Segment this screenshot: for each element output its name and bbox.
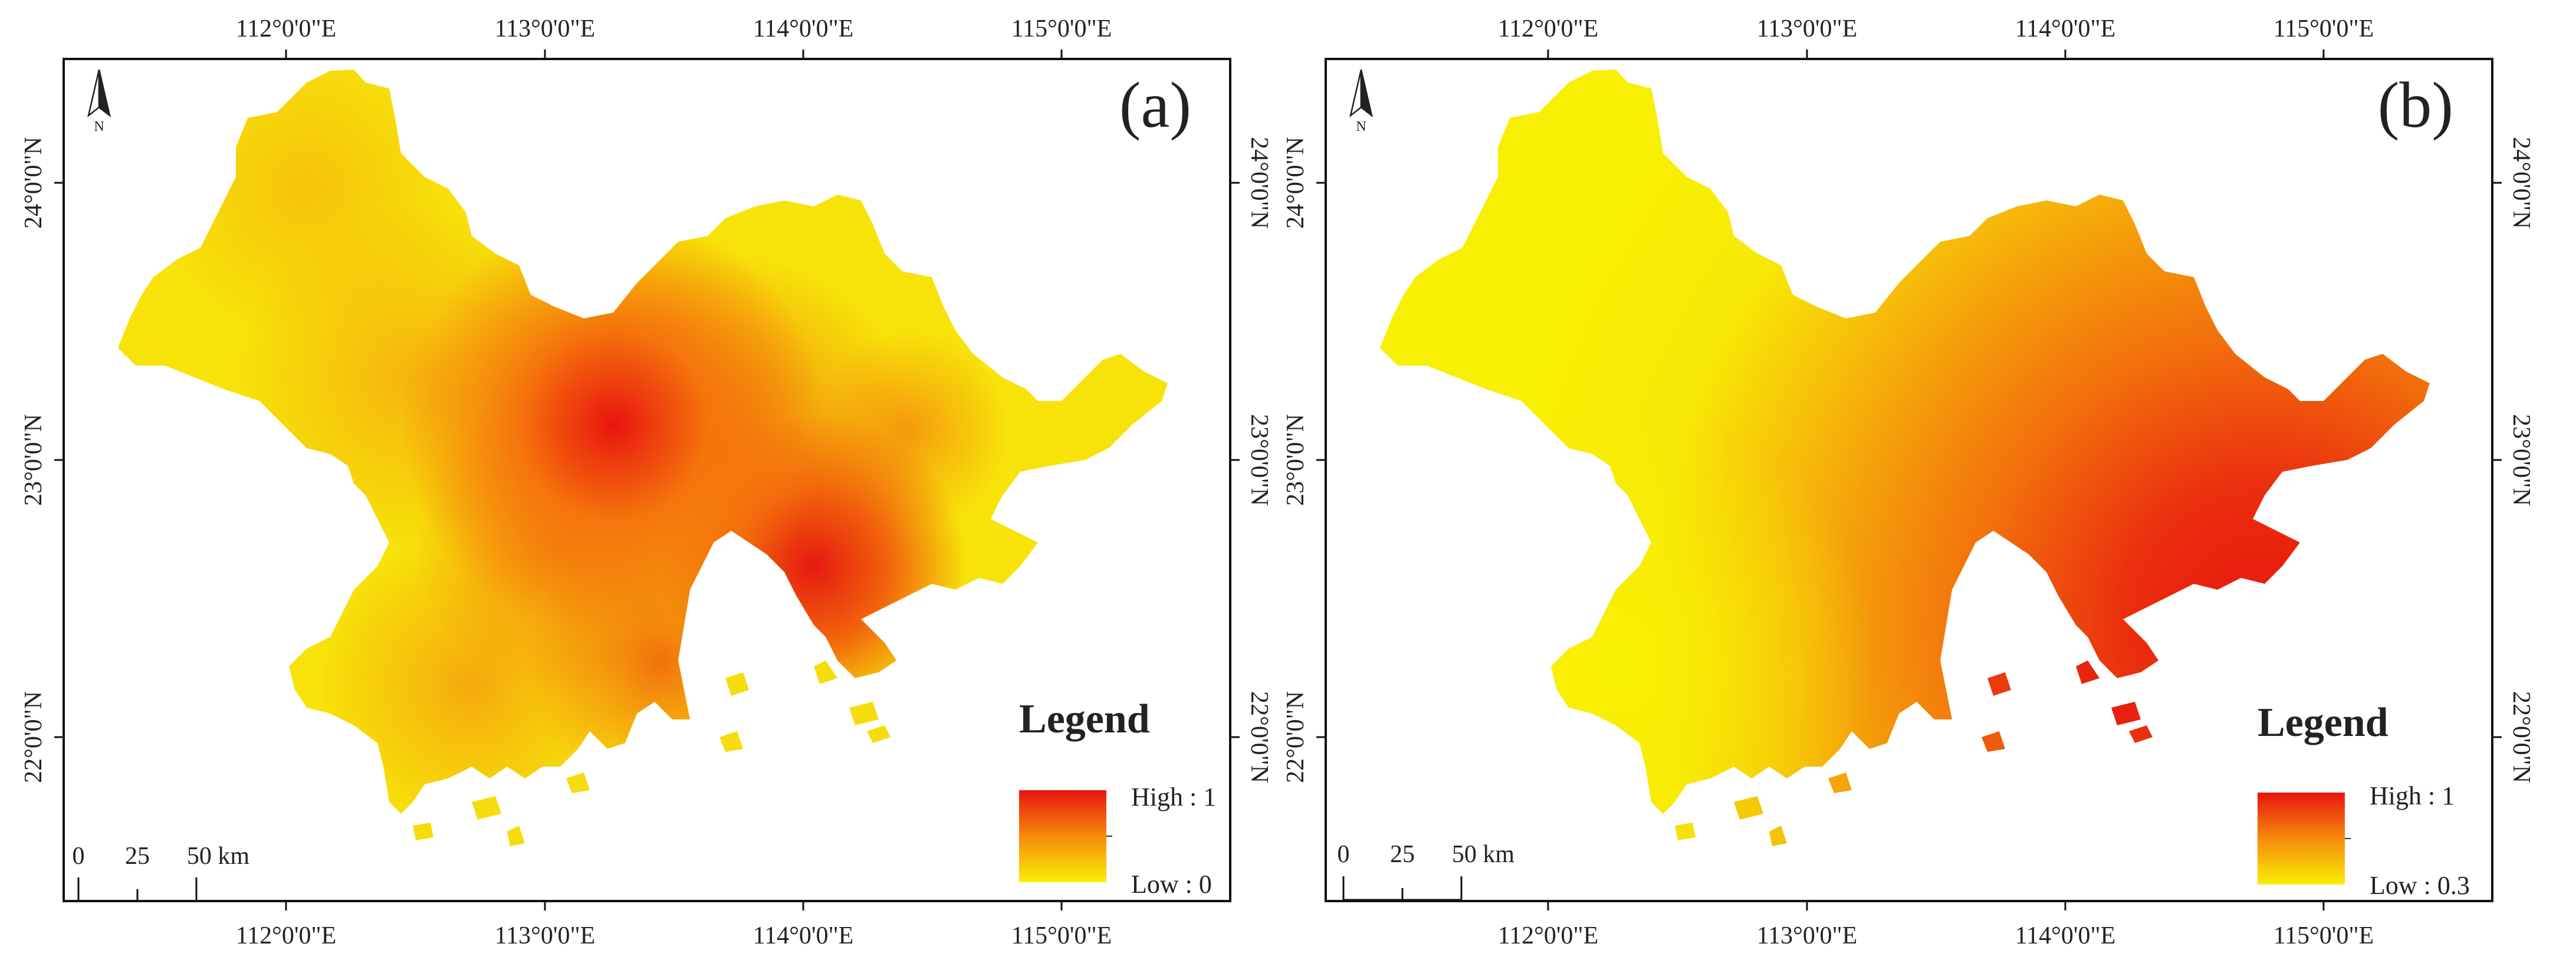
top-tick-label: 114°0'0"E: [753, 15, 854, 42]
coastal-islands: [413, 660, 891, 846]
legend-title: Legend: [2258, 700, 2388, 745]
scale-label: 50 km: [1452, 841, 1515, 868]
legend-title: Legend: [1019, 696, 1150, 742]
left-tick-label: 24°0'0"N: [20, 137, 47, 229]
panel-label: (a): [1119, 69, 1191, 141]
scale-label: 25: [125, 843, 150, 870]
top-tick-label: 115°0'0"E: [1011, 15, 1112, 42]
bottom-tick-label: 114°0'0"E: [2015, 922, 2116, 949]
north-letter: N: [94, 119, 104, 134]
top-tick-label: 115°0'0"E: [2273, 15, 2374, 42]
bottom-tick-label: 113°0'0"E: [495, 922, 596, 949]
legend-low-label: Low : 0.3: [2370, 871, 2470, 900]
right-tick-label: 23°0'0"N: [2508, 414, 2535, 506]
bottom-tick-label: 114°0'0"E: [753, 922, 854, 949]
legend-high-label: High : 1: [2370, 781, 2455, 810]
right-tick-label: 23°0'0"N: [1246, 414, 1273, 506]
top-tick-label: 113°0'0"E: [1757, 15, 1858, 42]
right-tick-label: 24°0'0"N: [2508, 137, 2535, 229]
scale-label: 50 km: [187, 843, 250, 870]
left-tick-label: 22°0'0"N: [20, 691, 47, 783]
right-tick-label: 22°0'0"N: [2508, 691, 2535, 783]
bottom-tick-label: 113°0'0"E: [1757, 922, 1858, 949]
bottom-tick-label: 115°0'0"E: [1011, 922, 1112, 949]
legend-low-label: Low : 0: [1131, 870, 1212, 899]
map-panel-b: 112°0'0"E 113°0'0"E 114°0'0"E 115°0'0"E …: [1262, 0, 2550, 973]
legend-gradient-bar: [1019, 790, 1106, 882]
coastal-islands: [1675, 660, 2153, 846]
scale-bar: 0 25 50 km: [1338, 841, 1515, 901]
top-tick-label: 112°0'0"E: [236, 15, 337, 42]
north-arrow-icon: N: [1349, 69, 1374, 134]
map-panel-a: 112°0'0"E 113°0'0"E 114°0'0"E 115°0'0"E …: [20, 15, 1273, 949]
left-tick-label: 23°0'0"N: [1282, 414, 1309, 506]
top-tick-label: 112°0'0"E: [1498, 15, 1599, 42]
north-letter: N: [1356, 119, 1366, 134]
bottom-tick-label: 112°0'0"E: [236, 922, 337, 949]
tick-marks: [1316, 50, 2502, 910]
legend-high-label: High : 1: [1131, 783, 1216, 811]
tick-marks: [54, 50, 1240, 910]
legend: Legend High : 1 Low : 0: [1019, 696, 1216, 899]
top-tick-label: 113°0'0"E: [495, 15, 596, 42]
map-a-svg: 112°0'0"E 113°0'0"E 114°0'0"E 115°0'0"E …: [20, 15, 1273, 949]
bottom-tick-label: 115°0'0"E: [2273, 922, 2374, 949]
panel-label: (b): [2378, 69, 2453, 141]
left-tick-label: 23°0'0"N: [20, 414, 47, 506]
left-tick-label: 22°0'0"N: [1282, 691, 1309, 783]
scale-bar: 0 25 50 km: [73, 843, 250, 902]
scale-label: 0: [73, 843, 85, 870]
right-tick-label: 24°0'0"N: [1246, 137, 1273, 229]
scale-label: 0: [1338, 841, 1350, 868]
legend: Legend High : 1 Low : 0.3: [2258, 700, 2470, 900]
scale-label: 25: [1390, 841, 1415, 868]
top-tick-label: 114°0'0"E: [2015, 15, 2116, 42]
left-tick-label: 24°0'0"N: [1282, 137, 1309, 229]
north-arrow-icon: N: [87, 69, 111, 134]
legend-gradient-bar: [2258, 793, 2345, 885]
map-b-svg: 112°0'0"E 113°0'0"E 114°0'0"E 115°0'0"E …: [1282, 15, 2535, 949]
bottom-tick-label: 112°0'0"E: [1498, 922, 1599, 949]
right-tick-label: 22°0'0"N: [1246, 691, 1273, 783]
